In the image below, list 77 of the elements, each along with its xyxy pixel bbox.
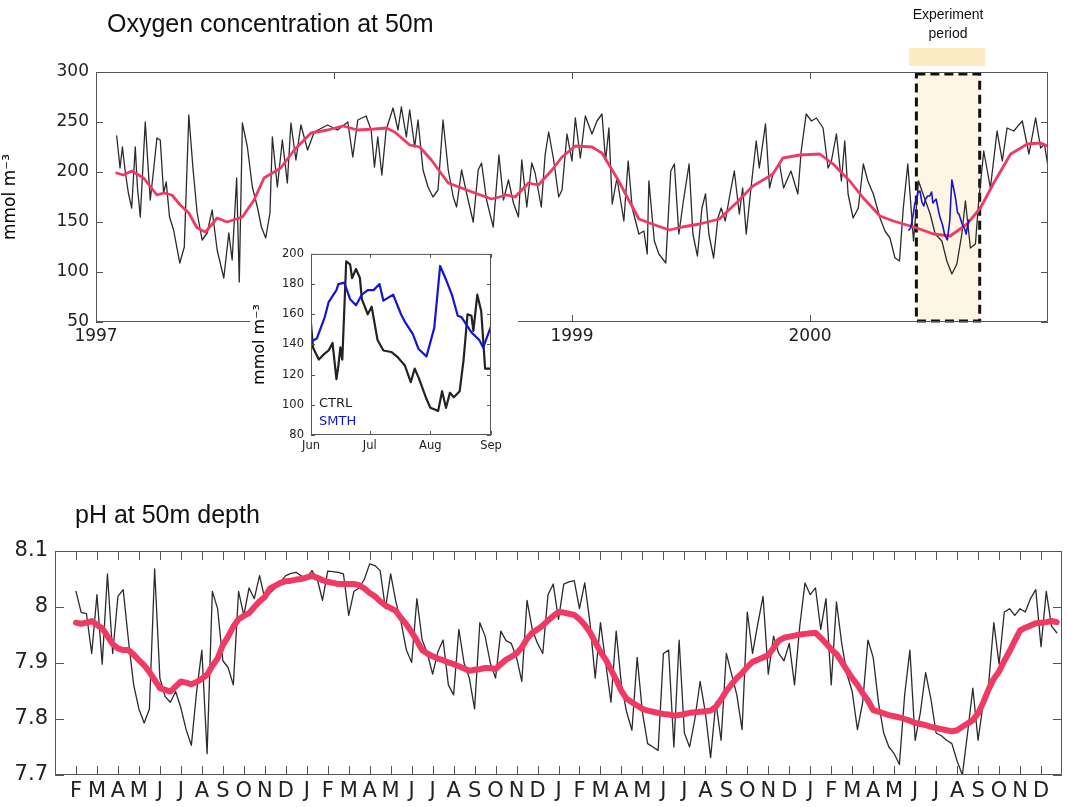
y-tick-label: 300: [56, 60, 89, 81]
x-tick-label: J: [931, 778, 940, 803]
x-tick-label: D: [781, 778, 798, 803]
x-tick-label: J: [175, 778, 184, 803]
y-tick-label: 140: [282, 336, 304, 351]
x-tick-label: A: [194, 778, 210, 803]
y-tick-label: 100: [282, 396, 304, 411]
y-tick-label: 250: [56, 110, 89, 131]
x-tick-label: J: [154, 778, 163, 803]
x-tick-label: O: [739, 778, 756, 803]
x-tick-label: M: [339, 778, 358, 803]
x-tick-label: S: [467, 778, 482, 803]
y-tick-label: 180: [282, 276, 304, 291]
x-tick-label: D: [1032, 778, 1050, 803]
x-tick-label: A: [866, 778, 881, 803]
y-tick-label: 150: [56, 210, 89, 231]
x-tick-label: N: [1012, 778, 1028, 803]
x-tick-label: D: [529, 778, 546, 803]
x-tick-label: M: [381, 778, 400, 803]
y-tick-label: 160: [282, 306, 304, 321]
y-tick-label: 7.8: [14, 705, 48, 730]
x-tick-label: S: [971, 778, 985, 803]
x-tick-label: M: [129, 778, 148, 803]
x-tick-label: F: [825, 778, 838, 803]
series-label: CTRL: [319, 395, 354, 410]
chart-title: Oxygen concentration at 50m: [107, 9, 434, 38]
x-tick-label: A: [698, 778, 714, 803]
chart-title: pH at 50m depth: [75, 500, 260, 529]
x-tick-label: M: [591, 778, 610, 803]
x-tick-label: J: [658, 778, 667, 803]
x-tick-label: J: [301, 778, 310, 803]
x-tick-label: A: [362, 778, 378, 803]
x-tick-label: Sep: [480, 437, 502, 452]
x-tick-label: J: [427, 778, 436, 803]
x-tick-label: S: [719, 778, 734, 803]
x-tick-label: M: [885, 778, 904, 803]
x-tick-label: O: [990, 778, 1008, 803]
x-tick-label: N: [508, 778, 525, 803]
y-tick-label: 120: [282, 366, 304, 381]
y-tick-label: 200: [282, 245, 304, 260]
x-tick-label: A: [446, 778, 462, 803]
x-tick-label: J: [679, 778, 688, 803]
x-tick-label: M: [843, 778, 862, 803]
x-tick-label: O: [487, 778, 504, 803]
x-tick-label: A: [949, 778, 965, 803]
y-tick-label: 8: [34, 593, 48, 618]
y-tick-label: 7.9: [14, 649, 48, 674]
x-tick-label: A: [110, 778, 126, 803]
text: SMTH: [319, 413, 357, 428]
x-tick-label: F: [321, 778, 334, 803]
x-tick-label: 1999: [550, 324, 594, 345]
x-tick-label: N: [256, 778, 273, 803]
y-tick-label: 8.1: [14, 537, 48, 562]
x-tick-label: D: [277, 778, 294, 803]
y-tick-label: 80: [289, 426, 304, 441]
x-tick-label: J: [406, 778, 415, 803]
x-tick-label: J: [805, 778, 814, 803]
x-tick-label: Jul: [361, 437, 377, 452]
y-tick-label: 7.7: [14, 761, 48, 786]
x-tick-label: A: [614, 778, 630, 803]
x-tick-label: Jun: [301, 437, 320, 452]
band-label: Experiment period: [912, 6, 984, 41]
x-tick-label: S: [216, 778, 230, 803]
x-tick-label: O: [235, 778, 253, 803]
x-tick-label: F: [573, 778, 586, 803]
x-tick-label: J: [553, 778, 562, 803]
x-tick-label: M: [633, 778, 652, 803]
x-tick-label: M: [87, 778, 107, 803]
y-axis-title: mmol m⁻³: [248, 303, 268, 385]
y-tick-label: 200: [56, 160, 89, 181]
x-tick-label: J: [910, 778, 919, 803]
x-tick-label: F: [69, 778, 83, 803]
y-tick-label: 100: [56, 260, 89, 281]
x-tick-label: Aug: [419, 437, 442, 452]
x-tick-label: 2000: [788, 324, 832, 345]
x-tick-label: N: [760, 778, 777, 803]
y-axis-title: mmol m⁻³: [0, 154, 19, 240]
